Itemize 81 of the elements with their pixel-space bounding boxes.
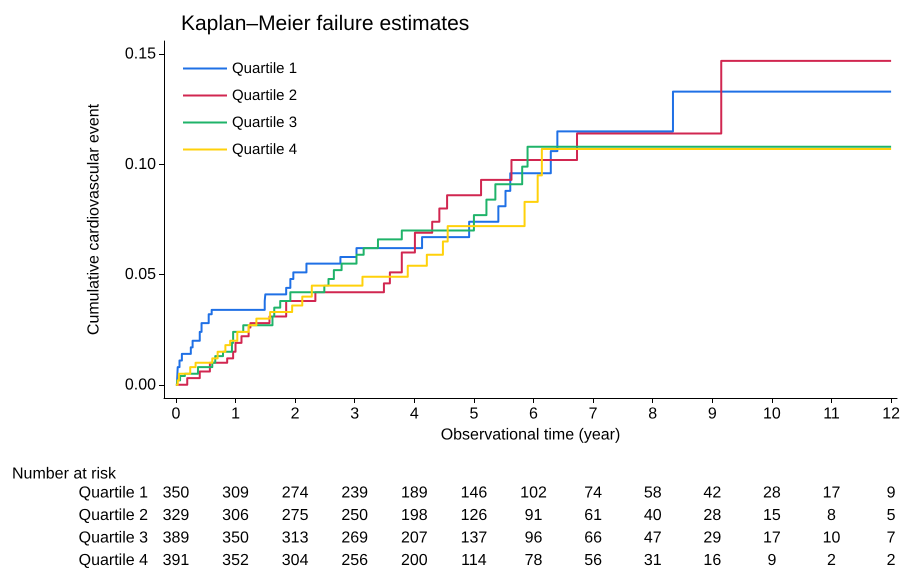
text: Number at risk [12,466,118,482]
x-tick-label: 10 [763,406,781,422]
text: 74 [584,484,602,502]
text: Quartile 3 [78,530,148,546]
text: 7 [886,530,896,546]
text: 189 [400,484,428,502]
text: 198 [400,507,428,524]
text: 31 [644,552,662,569]
y-tick-label: 0.10 [124,156,156,173]
text: 352 [222,552,249,569]
text: 269 [341,530,368,546]
y-axis-title: Cumulative cardiovascular event [86,103,102,336]
text: 42 [703,484,722,502]
text: 15 [763,507,781,524]
text: 5 [886,507,896,524]
text: 17 [763,530,781,546]
text: 91 [524,507,543,524]
text: 146 [460,484,488,502]
text: 58 [644,484,662,502]
text: 200 [400,552,428,569]
legend-label: Quartile 1 [232,60,298,77]
text: 78 [524,552,543,569]
text: 114 [461,552,487,569]
text: 102 [520,484,547,502]
x-tick-label: 4 [410,406,419,422]
chart-title: Kaplan–Meier failure estimates [181,12,470,35]
text: 9 [886,484,896,502]
text: 304 [282,552,309,569]
x-tick-label: 0 [171,406,180,422]
x-tick-label: 2 [290,406,300,422]
text: Quartile 1 [78,484,148,502]
text: 16 [703,552,722,569]
text: 28 [763,484,781,502]
text: Quartile 2 [78,507,148,524]
text: 350 [162,484,190,502]
x-tick-label: 11 [823,406,840,422]
text: 66 [584,530,602,546]
text: 207 [400,530,428,546]
legend-label: Quartile 4 [232,141,298,158]
text: 56 [584,552,602,569]
x-tick-label: 9 [708,406,717,422]
text: 309 [222,484,249,502]
legend-label: Quartile 2 [232,87,298,104]
text: 137 [460,530,488,546]
text: 329 [162,507,190,524]
text: 250 [341,507,368,524]
y-tick-label: 0.15 [124,46,156,63]
x-tick-label: 1 [231,406,240,422]
x-tick-label: 5 [469,406,478,422]
x-tick-label: 12 [882,406,900,422]
text: 96 [524,530,543,546]
text: 126 [460,507,488,524]
text: 275 [282,507,309,524]
text: 350 [222,530,249,546]
text: 389 [162,530,190,546]
text: 61 [584,507,602,524]
text: 313 [282,530,309,546]
text: 391 [162,552,190,569]
x-tick-label: 6 [529,406,538,422]
text: 8 [827,507,836,524]
text: 274 [282,484,309,502]
text: 306 [222,507,249,524]
text: 17 [822,484,841,502]
x-tick-label: 8 [648,406,658,422]
text: 239 [341,484,368,502]
text: 9 [767,552,776,569]
y-tick-label: 0.00 [124,376,156,394]
y-tick-label: 0.05 [124,266,156,284]
text: 10 [822,530,841,546]
text: 2 [827,552,836,569]
text: 256 [341,552,368,569]
text: 28 [703,507,722,524]
text: Quartile 4 [78,552,148,569]
text: 40 [644,507,662,524]
text: 29 [703,530,722,546]
x-tick-label: 7 [588,406,598,422]
text: 2 [886,552,896,569]
x-tick-label: 3 [350,406,360,422]
x-axis-title: Observational time (year) [440,426,620,444]
text: 47 [644,530,662,546]
legend-label: Quartile 3 [232,114,298,131]
